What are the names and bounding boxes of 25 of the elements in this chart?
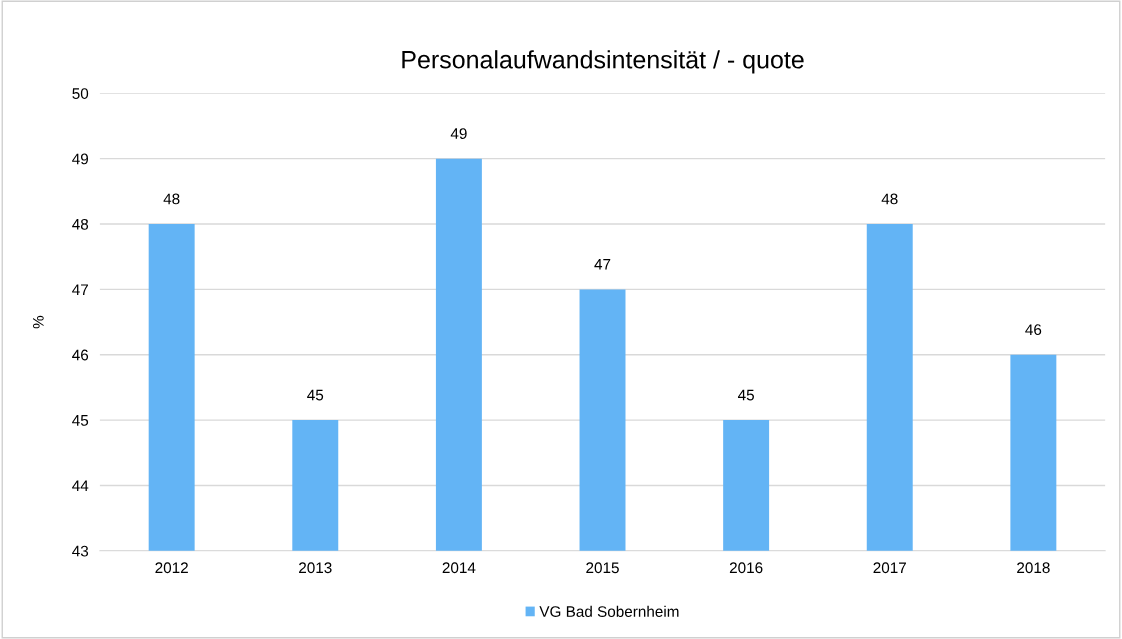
y-tick-label: 43 bbox=[72, 545, 89, 557]
chart-title: Personalaufwandsintensität / - quote bbox=[402, 50, 804, 74]
data-label: 45 bbox=[737, 389, 754, 401]
y-tick-label: 48 bbox=[72, 218, 89, 230]
y-tick-label: 45 bbox=[72, 415, 89, 426]
y-tick-label: 47 bbox=[72, 284, 88, 295]
y-axis-title: % bbox=[32, 315, 44, 329]
x-tick-label: 2016 bbox=[729, 562, 763, 574]
y-tick-label: 44 bbox=[72, 480, 89, 491]
x-tick-label: 2017 bbox=[873, 562, 906, 574]
data-label: 48 bbox=[163, 193, 180, 205]
y-tick-label: 50 bbox=[72, 88, 89, 99]
x-tick-label: 2015 bbox=[586, 562, 619, 574]
data-label: 47 bbox=[594, 259, 611, 270]
y-tick-label: 49 bbox=[72, 153, 89, 165]
data-label: 46 bbox=[1025, 324, 1042, 336]
x-tick-label: 2018 bbox=[1017, 562, 1050, 574]
data-label: 48 bbox=[881, 193, 898, 205]
x-tick-label: 2012 bbox=[155, 562, 188, 574]
data-label: 49 bbox=[450, 128, 467, 139]
x-tick-label: 2013 bbox=[299, 562, 332, 574]
x-tick-label: 2014 bbox=[442, 562, 476, 574]
legend-label: VG Bad Sobernheim bbox=[539, 605, 679, 617]
data-label: 45 bbox=[307, 389, 324, 401]
y-tick-label: 46 bbox=[72, 349, 89, 361]
